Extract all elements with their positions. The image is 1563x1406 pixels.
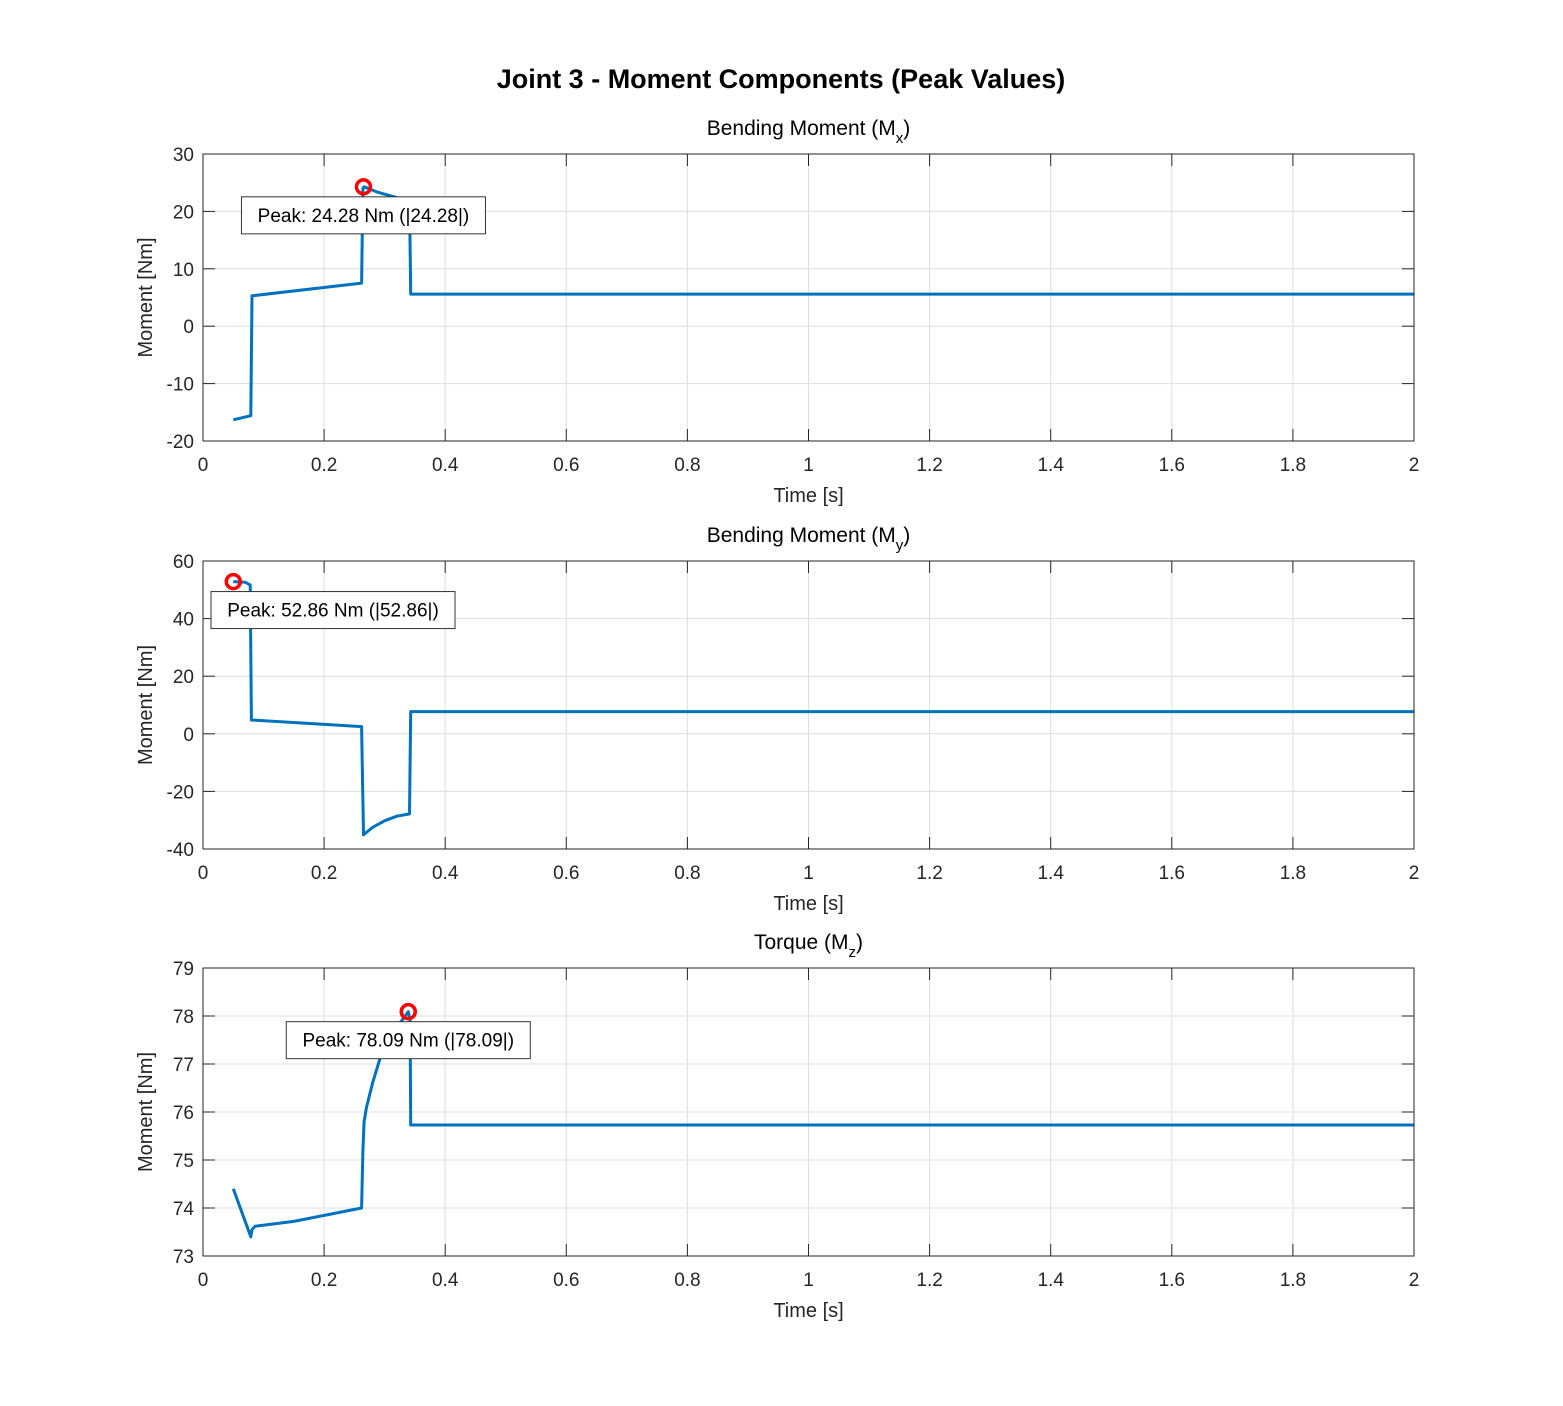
x-tick-label: 2 (1409, 455, 1420, 476)
subplot-title-end: ) (856, 931, 863, 954)
x-tick-label: 1.2 (916, 455, 942, 476)
x-tick-label: 0.8 (674, 455, 700, 476)
subplot-title-subscript: x (896, 130, 904, 147)
x-tick-label: 0.6 (553, 863, 579, 884)
x-tick-label: 0.4 (432, 1270, 459, 1291)
y-tick-label: 20 (173, 202, 194, 223)
series-line (233, 580, 1414, 837)
y-tick-label: 75 (173, 1151, 194, 1172)
y-tick-label: 40 (173, 610, 194, 631)
x-tick-label: 1.6 (1159, 455, 1185, 476)
y-tick-label: 60 (173, 552, 194, 573)
y-axis-label: Moment [Nm] (135, 645, 157, 765)
subplot-3: 0 0.2 0.4 0.6 0.8 1 1.2 1.4 1.6 1.8 2 73 74 75 76 77 78 7… (135, 931, 1419, 1322)
annotation-box (285, 1021, 531, 1060)
y-tick-label: -10 (167, 375, 194, 396)
y-tick-label: 77 (173, 1055, 194, 1076)
x-tick-label: 1 (803, 863, 814, 884)
x-axis-label: Time [s] (773, 1300, 843, 1322)
y-tick-label: 20 (173, 667, 194, 688)
annotation-text: Peak: 78.09 Nm (|78.09|) (302, 1031, 514, 1052)
x-tick-label: 1.8 (1280, 1270, 1306, 1291)
x-tick-label: 0.2 (311, 863, 337, 884)
y-tick-label: 0 (183, 317, 194, 338)
x-tick-label: 0.4 (432, 863, 459, 884)
peak-annotation: Peak: 52.86 Nm (|52.86|) (210, 591, 456, 630)
x-tick-label: 2 (1409, 863, 1420, 884)
x-axis-label: Time [s] (773, 485, 843, 507)
x-tick-label: 0.4 (432, 455, 459, 476)
x-tick-label: 1.2 (916, 1270, 942, 1291)
x-tick-label: 2 (1409, 1270, 1420, 1291)
y-tick-label: -20 (167, 432, 194, 453)
subplot-title-subscript: y (896, 537, 904, 554)
subplot-title: Torque (Mz) (754, 931, 863, 961)
axes-frame (202, 153, 1415, 442)
subplot-title: Bending Moment (My) (707, 524, 911, 554)
x-tick-label: 0 (198, 1270, 209, 1291)
subplot-title-subscript: z (849, 944, 857, 961)
x-tick-label: 1.6 (1159, 863, 1185, 884)
subplot-title-main: Torque (M (754, 931, 849, 954)
y-tick-label: -40 (167, 840, 194, 861)
subplot-1: 0 0.2 0.4 0.6 0.8 1 1.2 1.4 1.6 1.8 2 -20 -10 0 10 20 30… (135, 117, 1419, 507)
annotation-text: Peak: 24.28 Nm (|24.28|) (258, 206, 470, 227)
annotation-text: Peak: 52.86 Nm (|52.86|) (227, 601, 439, 622)
x-tick-label: 0.2 (311, 1270, 337, 1291)
x-tick-label: 1 (803, 1270, 814, 1291)
annotation-box (210, 591, 456, 630)
x-tick-label: 0.8 (674, 1270, 700, 1291)
x-tick-label: 1.4 (1037, 455, 1064, 476)
x-tick-label: 1.8 (1280, 863, 1306, 884)
x-tick-label: 0.8 (674, 863, 700, 884)
figure-title: Joint 3 - Moment Components (Peak Values… (497, 64, 1066, 94)
y-tick-label: 76 (173, 1103, 194, 1124)
x-tick-label: 0.6 (553, 1270, 579, 1291)
y-tick-label: 10 (173, 260, 194, 281)
x-tick-label: 1.8 (1280, 455, 1306, 476)
x-tick-label: 0 (198, 863, 209, 884)
y-tick-label: 79 (173, 959, 194, 980)
series-line (231, 1010, 1414, 1239)
peak-marker (399, 1002, 418, 1021)
subplot-title-main: Bending Moment (M (707, 524, 896, 547)
subplot-title: Bending Moment (Mx) (707, 117, 911, 147)
x-tick-label: 1 (803, 455, 814, 476)
subplot-title-end: ) (903, 117, 910, 140)
subplot-title-end: ) (903, 524, 910, 547)
subplot-2: 0 0.2 0.4 0.6 0.8 1 1.2 1.4 1.6 1.8 2 -40 -20 0 20 40 60… (135, 524, 1419, 915)
x-axis-label: Time [s] (773, 893, 843, 915)
peak-annotation: Peak: 78.09 Nm (|78.09|) (285, 1021, 531, 1060)
peak-annotation: Peak: 24.28 Nm (|24.28|) (240, 196, 486, 235)
axes-frame (202, 560, 1415, 850)
x-tick-label: 1.4 (1037, 1270, 1064, 1291)
y-tick-label: 30 (173, 145, 194, 166)
axes-frame (202, 967, 1415, 1257)
y-tick-label: -20 (167, 782, 194, 803)
y-tick-label: 78 (173, 1007, 194, 1028)
subplot-title-main: Bending Moment (M (707, 117, 896, 140)
y-axis-label: Moment [Nm] (135, 237, 157, 357)
x-tick-label: 1.4 (1037, 863, 1064, 884)
y-tick-label: 0 (183, 725, 194, 746)
x-tick-label: 0.6 (553, 455, 579, 476)
y-axis-label: Moment [Nm] (135, 1052, 157, 1172)
peak-marker (224, 572, 243, 591)
x-tick-label: 1.6 (1159, 1270, 1185, 1291)
x-tick-label: 1.2 (916, 863, 942, 884)
x-tick-label: 0.2 (311, 455, 337, 476)
y-tick-label: 73 (173, 1247, 194, 1268)
y-tick-label: 74 (173, 1199, 195, 1220)
annotation-box (240, 196, 486, 235)
x-tick-label: 0 (198, 455, 209, 476)
peak-marker (354, 178, 373, 196)
